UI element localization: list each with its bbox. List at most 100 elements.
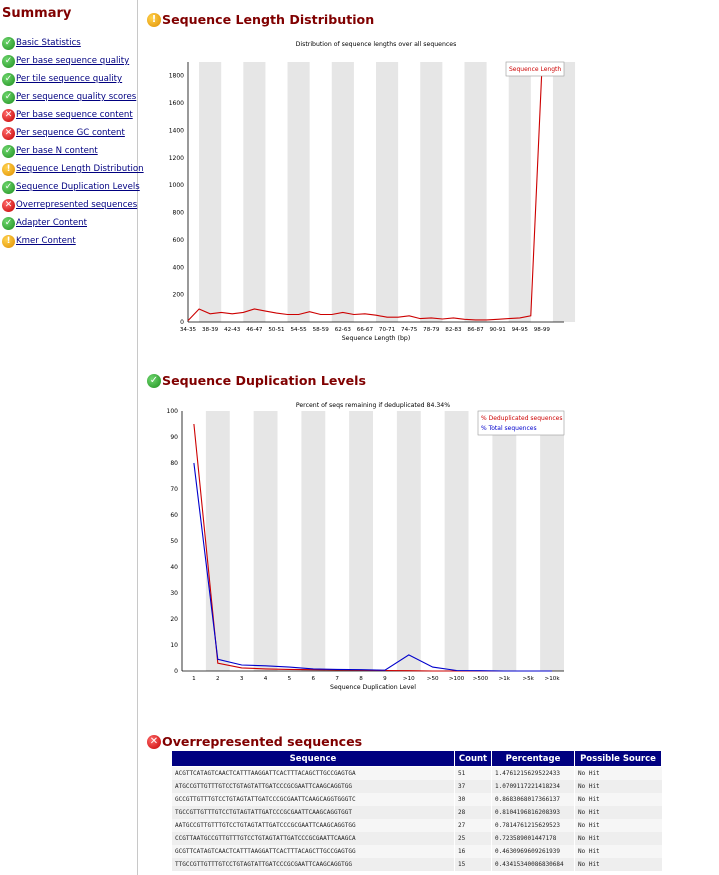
table-cell: No Hit	[574, 793, 662, 806]
table-cell: 30	[454, 793, 492, 806]
x-tick-label: >50	[427, 676, 439, 682]
table-row: TGCCGTTGTTTGTCCTGTAGTATTGATCCCGCGAATTCAA…	[171, 806, 662, 819]
nav-item: ✓ Per base N content	[2, 142, 144, 160]
nav-link[interactable]: Basic Statistics	[16, 38, 81, 48]
x-tick-label: 9	[383, 676, 387, 682]
y-tick-label: 10	[170, 642, 178, 649]
pass-status-icon: ✓	[2, 216, 15, 230]
x-tick-label: 6	[312, 676, 316, 682]
table-cell: 51	[454, 766, 492, 780]
nav-link[interactable]: Per base N content	[16, 146, 98, 156]
nav-item: ✓ Per base sequence quality	[2, 52, 144, 70]
x-tick-label: 98-99	[534, 327, 551, 333]
nav-link[interactable]: Per sequence quality scores	[16, 92, 137, 102]
y-tick-label: 100	[167, 408, 179, 415]
table-row: GCCGTTGTTTGTCCTGTAGTATTGATCCCGCGAATTCAAG…	[171, 793, 662, 806]
table-cell: 1.0709117221418234	[491, 780, 575, 793]
nav-link[interactable]: Per tile sequence quality	[16, 74, 123, 84]
x-tick-label: >100	[449, 676, 465, 682]
table-cell: ACGTTCATAGTCAACTCATTTAAGGATTCACTTTACAGCT…	[171, 766, 455, 780]
nav-link[interactable]: Per sequence GC content	[16, 128, 125, 138]
grid-band	[540, 411, 564, 671]
grid-band	[376, 62, 399, 322]
x-tick-label: 3	[240, 676, 244, 682]
nav-link[interactable]: Kmer Content	[16, 236, 76, 246]
grid-band	[301, 411, 326, 671]
module-duplication-levels: ✓ Sequence Duplication Levels Percent of…	[138, 373, 719, 693]
nav-link[interactable]: Overrepresented sequences	[16, 200, 138, 210]
y-tick-label: 0	[174, 668, 178, 675]
x-tick-label: 82-83	[445, 327, 462, 333]
grid-band	[552, 62, 576, 322]
x-tick-label: 86-87	[467, 327, 484, 333]
nav-link[interactable]: Sequence Length Distribution	[16, 164, 144, 174]
x-tick-label: 50-51	[268, 327, 285, 333]
grid-band	[396, 411, 421, 671]
module-header: ✕ Overrepresented sequences	[147, 734, 362, 749]
x-tick-label: >10k	[545, 676, 561, 682]
table-cell: 0.7814761215629523	[491, 819, 575, 832]
x-tick-label: 8	[359, 676, 363, 682]
module-title: Sequence Duplication Levels	[162, 373, 366, 388]
pass-status-icon: ✓	[2, 54, 15, 68]
x-tick-label: 7	[335, 676, 339, 682]
fail-status-icon: ✕	[2, 198, 15, 212]
table-cell: CCGTTAATGCCGTTGTTTGTCCTGTAGTATTGATCCCGCG…	[171, 832, 455, 845]
grid-band	[205, 411, 230, 671]
chart-title: Distribution of sequence lengths over al…	[296, 41, 457, 48]
table-row: AATGCCGTTGTTTGTCCTGTAGTATTGATCCCGCGAATTC…	[171, 819, 662, 832]
table-cell: GCCGTTGTTTGTCCTGTAGTATTGATCCCGCGAATTCAAG…	[171, 793, 455, 806]
x-tick-label: 46-47	[246, 327, 263, 333]
x-tick-label: 5	[288, 676, 292, 682]
table-cell: ATGCCGTTGTTTGTCCTGTAGTATTGATCCCGCGAATTCA…	[171, 780, 455, 793]
y-tick-label: 1600	[169, 100, 184, 107]
pass-status-icon: ✓	[2, 180, 15, 194]
nav-link[interactable]: Adapter Content	[16, 218, 88, 228]
nav-item: ✕ Overrepresented sequences	[2, 196, 144, 214]
table-cell: No Hit	[574, 858, 662, 871]
table-row: ACGTTCATAGTCAACTCATTTAAGGATTCACTTTACAGCT…	[171, 766, 662, 780]
legend-entry: % Total sequences	[481, 425, 537, 432]
nav-link[interactable]: Sequence Duplication Levels	[16, 182, 140, 192]
overrepresented-table: Sequence Count Percentage Possible Source A…	[171, 750, 662, 871]
x-tick-label: 58-59	[313, 327, 330, 333]
series-line	[187, 68, 548, 321]
module-overrepresented: ✕ Overrepresented sequences Sequence Coun…	[138, 734, 719, 875]
table-cell: No Hit	[574, 819, 662, 832]
legend-box	[505, 61, 565, 77]
column-header: Count	[454, 750, 492, 767]
fail-status-icon: ✕	[2, 108, 15, 122]
nav-item: ✓ Per tile sequence quality	[2, 70, 144, 88]
fail-status-icon: ✕	[2, 126, 15, 140]
module-nav: ✓ Basic Statistics ✓ Per base sequence qual…	[2, 34, 144, 250]
y-tick-label: 200	[173, 292, 185, 299]
x-tick-label: 4	[264, 676, 268, 682]
y-tick-label: 1400	[169, 127, 184, 134]
warn-status-icon: !	[2, 234, 15, 248]
module-header: ✓ Sequence Duplication Levels	[147, 373, 366, 388]
legend-entry: % Deduplicated sequences	[481, 415, 562, 422]
duplication-levels-chart: Percent of seqs remaining if deduplicate…	[167, 402, 565, 691]
pass-status-icon: ✓	[2, 144, 15, 158]
legend-entry: Sequence Length	[509, 66, 561, 73]
nav-item: ✓ Per sequence quality scores	[2, 88, 144, 106]
table-cell: TTGCCGTTGTTTGTCCTGTAGTATTGATCCCGCGAATTCA…	[171, 858, 455, 871]
nav-link[interactable]: Per base sequence quality	[16, 56, 130, 66]
nav-item: ✕ Per base sequence content	[2, 106, 144, 124]
x-tick-label: >10	[403, 676, 415, 682]
table-row: CCGTTAATGCCGTTGTTTGTCCTGTAGTATTGATCCCGCG…	[171, 832, 662, 845]
table-cell: No Hit	[574, 780, 662, 793]
y-tick-label: 1000	[169, 182, 184, 189]
nav-item: ✕ Per sequence GC content	[2, 124, 144, 142]
table-cell: No Hit	[574, 845, 662, 858]
y-tick-label: 400	[173, 264, 185, 271]
nav-item: ! Kmer Content	[2, 232, 144, 250]
x-tick-label: 54-55	[290, 327, 307, 333]
y-tick-label: 60	[170, 512, 178, 519]
table-cell: 16	[454, 845, 492, 858]
nav-link[interactable]: Per base sequence content	[16, 110, 133, 120]
table-cell: 0.723589001447178	[491, 832, 575, 845]
y-tick-label: 70	[170, 486, 178, 493]
y-tick-label: 30	[170, 590, 178, 597]
table-cell: 27	[454, 819, 492, 832]
